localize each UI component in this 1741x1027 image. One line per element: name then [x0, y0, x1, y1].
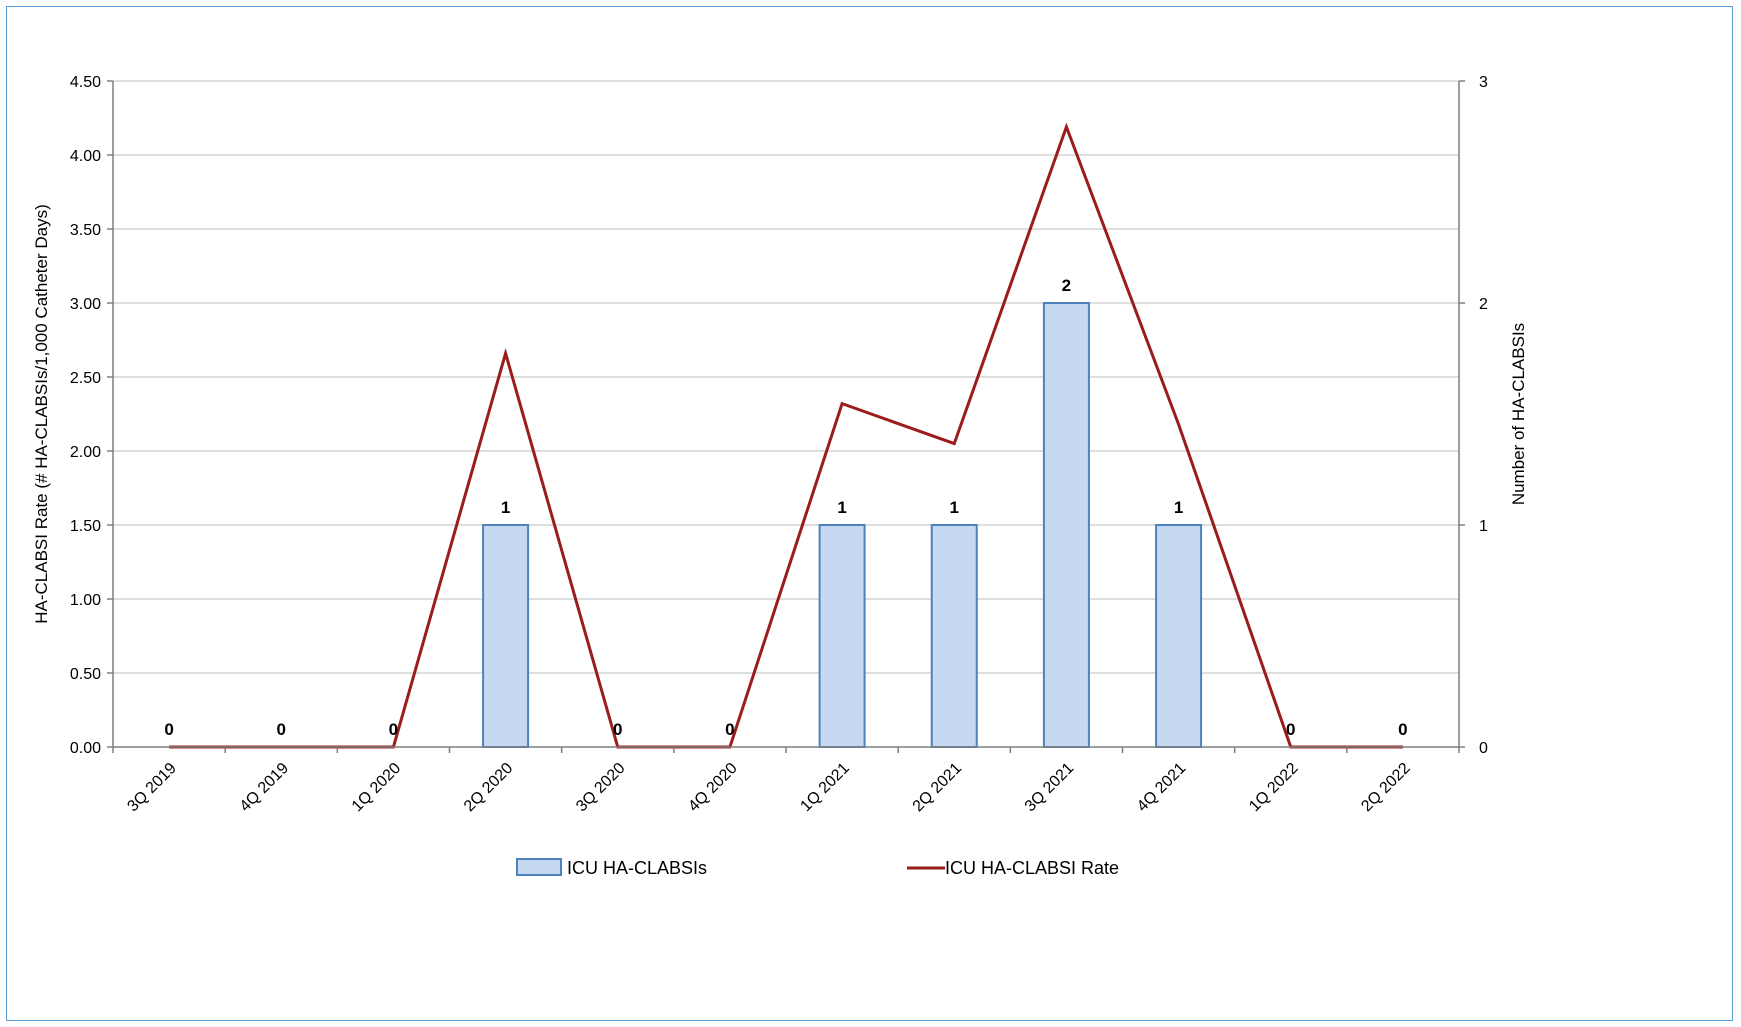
data-label: 1 [950, 498, 959, 517]
x-tick-label: 4Q 2019 [237, 760, 292, 815]
gridlines [113, 80, 1459, 674]
data-label: 2 [1062, 276, 1071, 295]
y-tick-label: 0.50 [70, 666, 101, 683]
combo-chart: 0.00 0.50 1.00 1.50 2.00 2.50 3.00 3.50 4.00 4.50… [32, 74, 1528, 878]
x-tick-label: 2Q 2020 [461, 760, 516, 815]
data-labels: 0 0 0 1 0 0 1 1 2 1 0 0 [164, 276, 1407, 739]
x-tick-label: 2Q 2021 [910, 760, 965, 815]
y2-tick-label: 0 [1479, 740, 1488, 757]
y-tick-label: 1.50 [70, 518, 101, 535]
x-tick-label: 1Q 2022 [1246, 760, 1301, 815]
bar [818, 524, 866, 748]
legend-bar-swatch [516, 858, 562, 876]
x-tick-label: 1Q 2020 [349, 760, 404, 815]
data-label: 1 [837, 498, 846, 517]
y2-tick-label: 3 [1479, 74, 1488, 91]
chart-frame: 0.00 0.50 1.00 1.50 2.00 2.50 3.00 3.50 4.00 4.50… [6, 6, 1733, 1021]
y-tick-label: 2.00 [70, 444, 101, 461]
data-label: 0 [1286, 720, 1295, 739]
legend-line-label: ICU HA-CLABSI Rate [945, 858, 1119, 878]
y-tick-label: 4.50 [70, 74, 101, 91]
y-tick-label: 2.50 [70, 370, 101, 387]
line-series [169, 122, 1403, 749]
y-tick-label: 0.00 [70, 740, 101, 757]
y-axis-title: HA-CLABSI Rate (# HA-CLABSIs/1,000 Cathe… [32, 204, 51, 624]
x-tick-label: 3Q 2020 [573, 760, 628, 815]
bar [482, 524, 530, 748]
y-tick-label: 1.00 [70, 592, 101, 609]
x-tick-label: 3Q 2019 [124, 760, 179, 815]
rate-line [169, 122, 1403, 749]
legend-bar-label: ICU HA-CLABSIs [567, 858, 707, 878]
data-label: 1 [501, 498, 510, 517]
data-label: 0 [725, 720, 734, 739]
bar-series [482, 302, 1203, 748]
y-tick-label: 3.00 [70, 296, 101, 313]
data-label: 1 [1174, 498, 1183, 517]
data-label: 0 [164, 720, 173, 739]
y2-tick-label: 2 [1479, 296, 1488, 313]
bar [1042, 302, 1090, 748]
x-tick-label: 4Q 2020 [685, 760, 740, 815]
y2-tick-label: 1 [1479, 518, 1488, 535]
legend: ICU HA-CLABSIs ICU HA-CLABSI Rate [516, 858, 1119, 878]
x-tick-label: 2Q 2022 [1358, 760, 1413, 815]
x-tick-label: 3Q 2021 [1022, 760, 1077, 815]
bar [930, 524, 978, 748]
x-tick-label: 4Q 2021 [1134, 760, 1189, 815]
y-tick-label: 3.50 [70, 222, 101, 239]
bar [1155, 524, 1203, 748]
data-label: 0 [613, 720, 622, 739]
data-label: 0 [389, 720, 398, 739]
x-tick-label: 1Q 2021 [797, 760, 852, 815]
data-label: 0 [277, 720, 286, 739]
y-tick-label: 4.00 [70, 148, 101, 165]
data-label: 0 [1398, 720, 1407, 739]
y2-axis-title: Number of HA-CLABSIs [1509, 323, 1528, 505]
